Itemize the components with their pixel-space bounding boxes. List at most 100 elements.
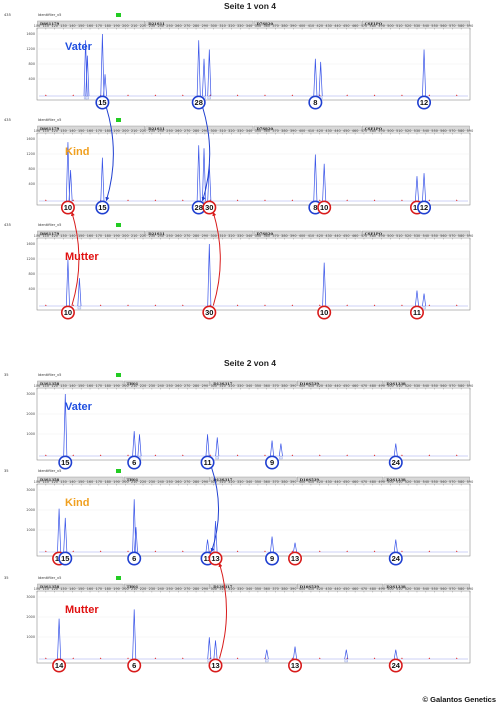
x-tick-label: 110 bbox=[43, 24, 49, 28]
x-tick-label: 120 bbox=[51, 587, 57, 591]
x-tick-label: 570 bbox=[449, 129, 455, 133]
allele-label: 10 bbox=[64, 308, 72, 317]
x-tick-label: 100 bbox=[34, 234, 40, 238]
x-tick-label: 510 bbox=[396, 587, 402, 591]
locus-label: TH01 bbox=[127, 584, 139, 589]
size-standard-marker bbox=[154, 94, 157, 96]
x-tick-label: 310 bbox=[219, 587, 225, 591]
size-standard-marker bbox=[318, 304, 321, 306]
locus-label: D2S1338 bbox=[386, 584, 406, 589]
size-standard-marker bbox=[428, 304, 431, 306]
size-standard-marker bbox=[318, 199, 321, 201]
size-standard-marker bbox=[428, 94, 431, 96]
x-tick-label: 580 bbox=[458, 384, 464, 388]
locus-label: TH01 bbox=[127, 477, 139, 482]
peak bbox=[313, 154, 318, 202]
allele-label: 11 bbox=[413, 308, 421, 317]
allele-label: 15 bbox=[98, 203, 106, 212]
x-tick-label: 420 bbox=[317, 480, 323, 484]
allele-label: 24 bbox=[392, 661, 401, 670]
x-tick-label: 110 bbox=[43, 587, 49, 591]
x-tick-label: 400 bbox=[299, 384, 305, 388]
x-tick-label: 140 bbox=[69, 587, 75, 591]
x-tick-label: 150 bbox=[78, 234, 84, 238]
x-tick-label: 420 bbox=[317, 587, 323, 591]
x-tick-label: 380 bbox=[281, 234, 287, 238]
size-standard-marker bbox=[236, 94, 239, 96]
peak bbox=[393, 649, 398, 660]
x-tick-label: 550 bbox=[431, 587, 437, 591]
x-tick-label: 480 bbox=[370, 129, 376, 133]
peak bbox=[293, 542, 297, 553]
x-tick-label: 590 bbox=[467, 587, 473, 591]
sample-name: Identifiler_v5 bbox=[38, 118, 61, 122]
x-tick-label: 300 bbox=[210, 480, 216, 484]
x-tick-label: 300 bbox=[210, 234, 216, 238]
x-tick-label: 110 bbox=[43, 384, 49, 388]
x-tick-label: 310 bbox=[219, 129, 225, 133]
locus-label: D21S11 bbox=[148, 126, 165, 131]
x-tick-label: 460 bbox=[352, 234, 358, 238]
x-tick-label: 580 bbox=[458, 24, 464, 28]
x-tick-label: 240 bbox=[157, 129, 163, 133]
x-tick-label: 400 bbox=[299, 129, 305, 133]
x-tick-label: 280 bbox=[193, 480, 199, 484]
x-tick-label: 560 bbox=[440, 129, 446, 133]
x-tick-label: 190 bbox=[113, 129, 119, 133]
x-tick-label: 310 bbox=[219, 24, 225, 28]
x-tick-label: 310 bbox=[219, 480, 225, 484]
size-standard-marker bbox=[346, 454, 348, 456]
plot-frame bbox=[36, 387, 471, 461]
status-indicator bbox=[116, 373, 121, 377]
size-standard-marker bbox=[291, 199, 294, 201]
y-tick-label: 3000 bbox=[26, 392, 35, 396]
peak-label-box bbox=[85, 96, 90, 100]
y-tick-label: 800 bbox=[29, 167, 35, 171]
locus-bar bbox=[383, 380, 470, 387]
size-standard-marker bbox=[99, 454, 102, 456]
allele-circle bbox=[265, 455, 280, 470]
locus-label: D16S539 bbox=[300, 477, 320, 482]
x-tick-label: 170 bbox=[96, 587, 102, 591]
peak bbox=[393, 443, 398, 457]
allele-label: 15 bbox=[61, 458, 69, 467]
x-tick-label: 470 bbox=[361, 24, 367, 28]
x-tick-label: 300 bbox=[210, 24, 216, 28]
locus-bar bbox=[383, 476, 470, 483]
x-tick-label: 340 bbox=[246, 234, 252, 238]
size-standard-marker bbox=[428, 454, 431, 456]
x-tick-label: 400 bbox=[299, 24, 305, 28]
x-tick-label: 130 bbox=[60, 129, 66, 133]
allele-label: 12 bbox=[420, 98, 428, 107]
x-tick-label: 450 bbox=[343, 129, 349, 133]
x-tick-label: 260 bbox=[175, 129, 181, 133]
x-tick-label: 430 bbox=[325, 234, 331, 238]
x-tick-label: 480 bbox=[370, 24, 376, 28]
peak bbox=[132, 609, 137, 660]
x-tick-label: 340 bbox=[246, 129, 252, 133]
peak-label-box bbox=[265, 659, 269, 663]
x-tick-label: 490 bbox=[378, 480, 384, 484]
x-tick-label: 490 bbox=[378, 234, 384, 238]
allele-circle bbox=[409, 305, 424, 320]
x-tick-label: 370 bbox=[272, 234, 278, 238]
locus-bar bbox=[297, 476, 384, 483]
inheritance-arrow bbox=[218, 562, 228, 659]
x-tick-label: 210 bbox=[131, 234, 137, 238]
size-standard-marker bbox=[401, 199, 403, 201]
x-tick-label: 180 bbox=[104, 24, 110, 28]
size-standard-marker bbox=[182, 550, 184, 552]
x-tick-label: 500 bbox=[387, 129, 393, 133]
status-indicator bbox=[116, 118, 121, 122]
peak-label-box bbox=[344, 659, 348, 663]
x-tick-label: 170 bbox=[96, 234, 102, 238]
x-tick-label: 350 bbox=[255, 480, 261, 484]
x-tick-label: 500 bbox=[387, 24, 393, 28]
x-tick-label: 260 bbox=[175, 587, 181, 591]
x-tick-label: 330 bbox=[237, 234, 243, 238]
x-tick-label: 290 bbox=[202, 384, 208, 388]
size-standard-marker bbox=[455, 550, 458, 552]
x-tick-label: 390 bbox=[290, 129, 296, 133]
x-tick-label: 580 bbox=[458, 587, 464, 591]
x-tick-label: 400 bbox=[299, 587, 305, 591]
